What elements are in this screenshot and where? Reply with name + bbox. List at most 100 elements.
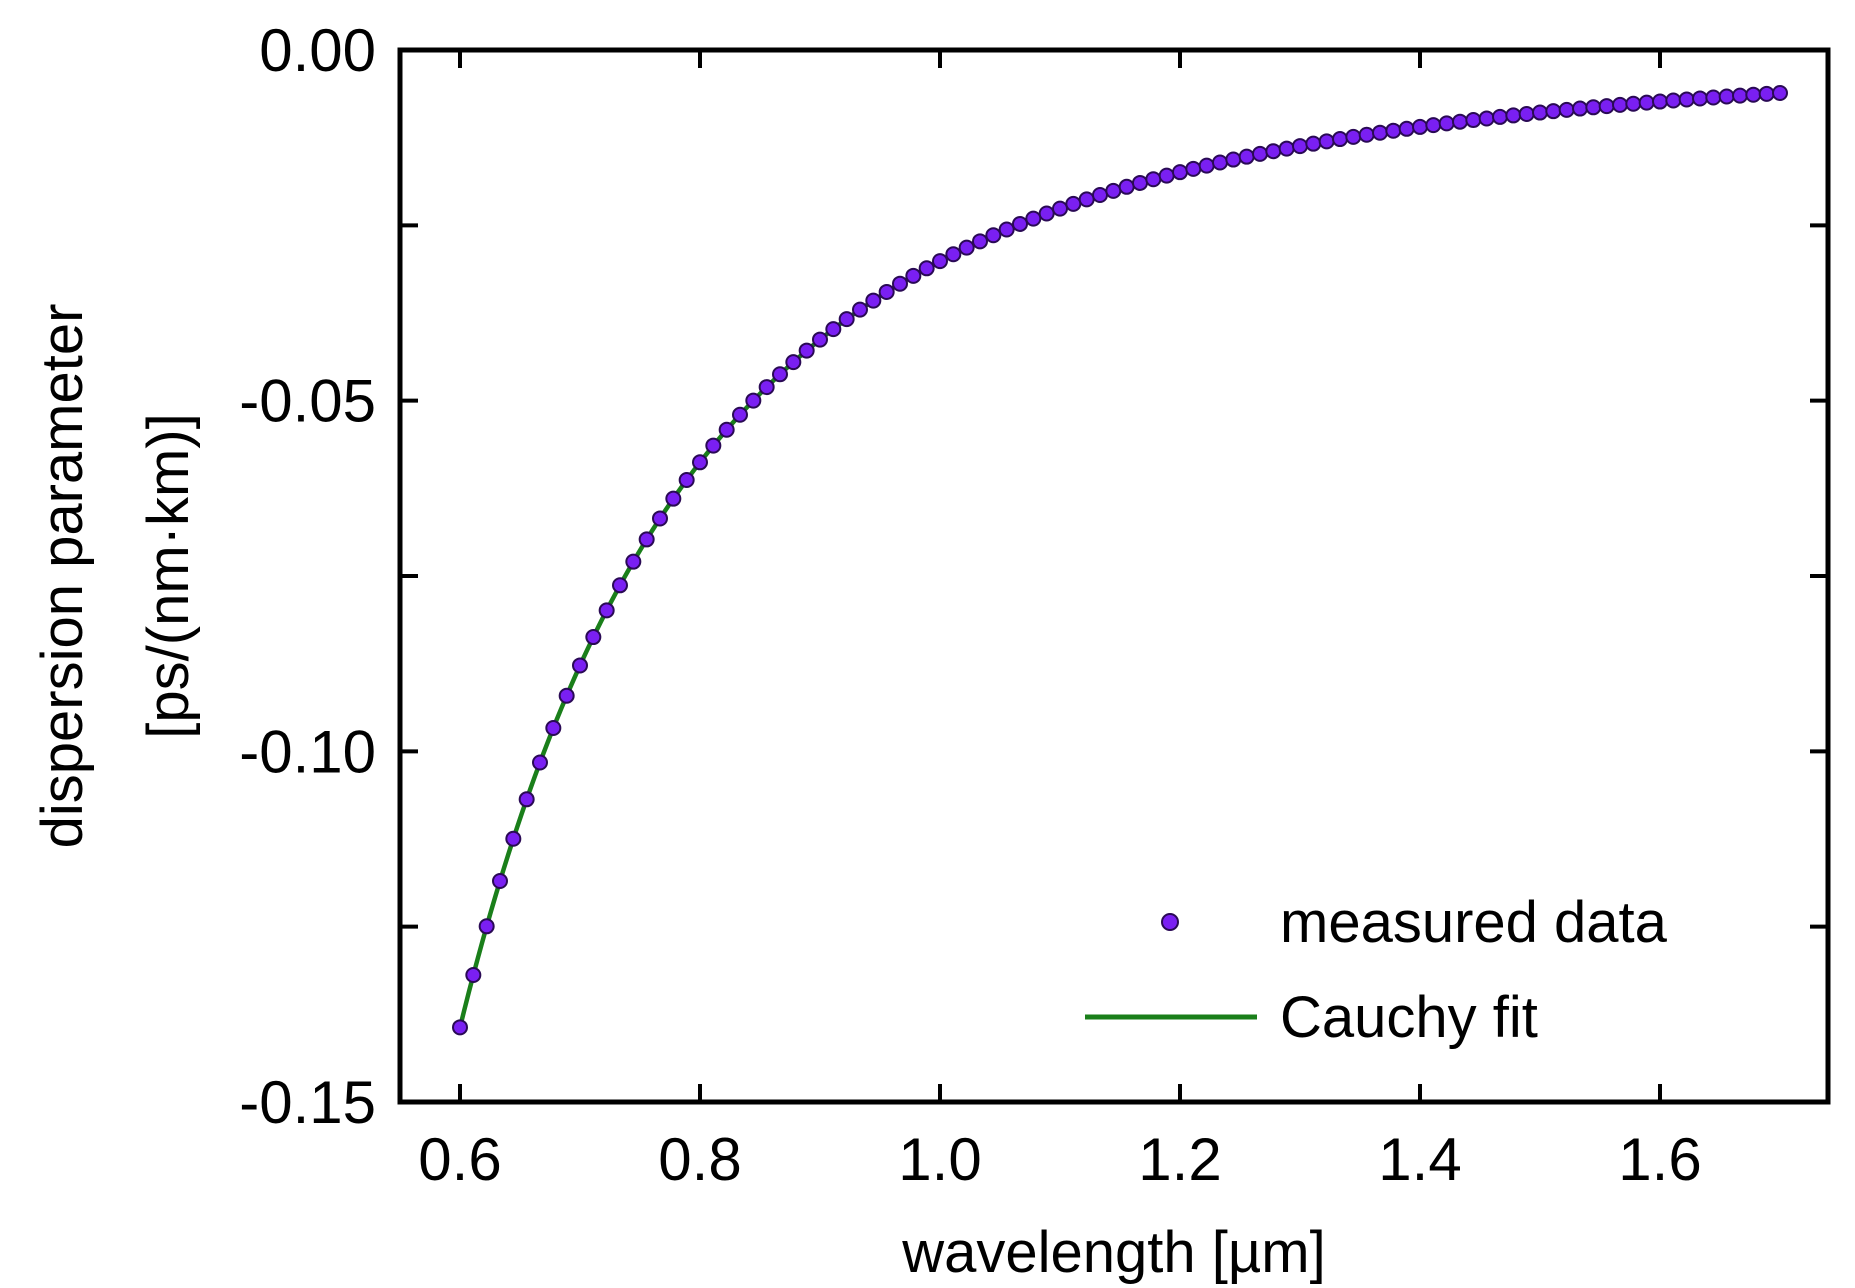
data-point [772, 366, 788, 383]
data-point [878, 283, 895, 300]
data-point [518, 791, 535, 808]
x-tick-label: 0.8 [658, 1126, 741, 1193]
data-point [1745, 86, 1762, 103]
data-point [1758, 85, 1775, 102]
y-tick-label: -0.05 [239, 368, 376, 435]
data-point [705, 437, 722, 454]
data-point [638, 531, 655, 548]
data-point [1265, 143, 1282, 160]
legend-label-measured: measured data [1280, 890, 1668, 955]
y-tick-label: -0.15 [239, 1069, 376, 1136]
data-point [1065, 195, 1082, 212]
data-point [1532, 104, 1548, 121]
data-point [1678, 91, 1695, 108]
data-point [1718, 88, 1735, 105]
data-point [545, 720, 562, 736]
data-point [972, 233, 988, 250]
data-point [732, 406, 748, 423]
data-point [1385, 122, 1402, 139]
data-point [998, 221, 1015, 238]
data-point [505, 830, 522, 847]
data-point [985, 227, 1002, 244]
data-point [465, 966, 482, 983]
data-point [1252, 145, 1268, 162]
data-point [1705, 89, 1722, 106]
x-tick-label: 1.4 [1378, 1126, 1461, 1193]
x-axis-title: wavelength [µm] [901, 1220, 1326, 1285]
data-point [1585, 99, 1602, 116]
data-point [1318, 133, 1335, 150]
data-point [1772, 84, 1788, 101]
data-point [558, 687, 575, 704]
plot-area [452, 84, 1788, 1036]
x-tick-label: 1.0 [898, 1126, 981, 1193]
legend: measured data Cauchy fit [1085, 890, 1668, 1050]
data-point [532, 754, 548, 771]
data-point [1212, 154, 1228, 171]
data-point [1185, 160, 1202, 177]
x-tick-label: 1.2 [1138, 1126, 1221, 1193]
data-point [652, 510, 668, 527]
y-axis-title-line2: [ps/(nm·km)] [136, 413, 201, 738]
data-point [1038, 205, 1055, 222]
data-point [1025, 210, 1042, 227]
data-point [838, 311, 855, 328]
data-point [1545, 103, 1562, 120]
data-point [1238, 148, 1255, 165]
y-tick-label: -0.10 [239, 718, 376, 785]
data-point [1105, 182, 1122, 199]
data-point [612, 577, 628, 594]
data-point [745, 392, 762, 409]
data-point [1452, 113, 1468, 130]
data-point [945, 246, 962, 263]
data-point [1305, 135, 1322, 152]
data-point [1225, 151, 1242, 168]
data-point [1492, 108, 1508, 125]
data-point [452, 1019, 468, 1036]
data-point [905, 267, 922, 284]
data-point [1092, 187, 1108, 204]
y-tick-label: 0.00 [259, 17, 376, 84]
data-point [598, 602, 615, 619]
data-point [1558, 101, 1575, 118]
data-point [1398, 120, 1415, 137]
data-point [1358, 126, 1375, 143]
data-point [785, 354, 802, 371]
data-point [1278, 140, 1295, 157]
data-point [1625, 95, 1642, 112]
data-point [918, 260, 935, 277]
data-point [1372, 124, 1388, 141]
x-tick-label: 1.6 [1618, 1126, 1701, 1193]
data-point [585, 629, 602, 646]
y-axis-title-line1: dispersion parameter [30, 304, 95, 849]
data-point [1158, 167, 1175, 184]
legend-label-fit: Cauchy fit [1280, 985, 1538, 1050]
data-point [1665, 92, 1682, 109]
data-point [1598, 98, 1615, 115]
data-point [1505, 107, 1522, 124]
data-point [1172, 164, 1188, 181]
data-point [1132, 174, 1148, 191]
data-point [1572, 100, 1588, 117]
data-point [718, 421, 735, 438]
data-point [665, 490, 682, 507]
data-point [1692, 90, 1708, 107]
data-point [1198, 157, 1215, 174]
data-point [1332, 131, 1348, 148]
data-point [958, 239, 975, 256]
data-point [678, 471, 695, 488]
data-point [1438, 115, 1455, 132]
data-point [1292, 138, 1308, 155]
data-point [1638, 94, 1655, 111]
data-point [1652, 93, 1668, 110]
data-point [865, 292, 882, 309]
data-point [572, 657, 588, 674]
data-point [692, 454, 708, 471]
data-point [492, 872, 508, 889]
data-point [1425, 117, 1442, 134]
data-point [1478, 110, 1495, 127]
fit-line [457, 90, 1781, 1028]
data-point [1345, 128, 1362, 145]
data-point [798, 342, 815, 359]
data-point [825, 321, 842, 338]
